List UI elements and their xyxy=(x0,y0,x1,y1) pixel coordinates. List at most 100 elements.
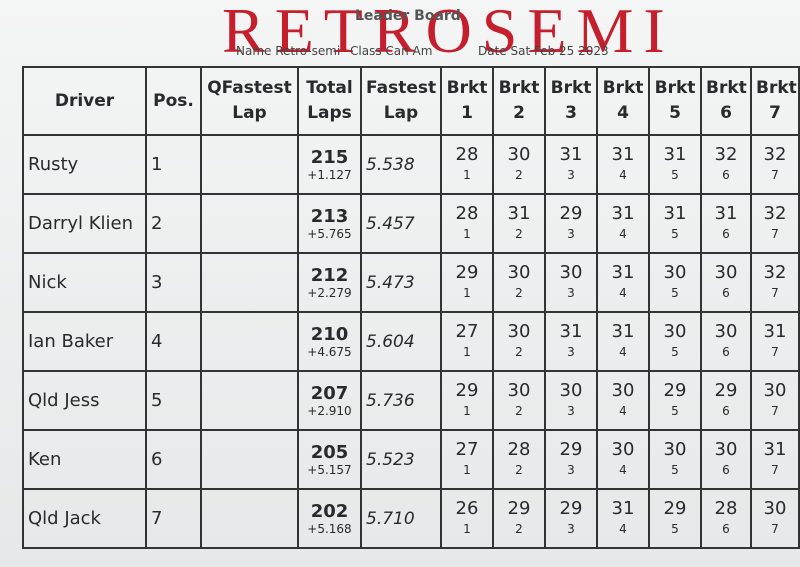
handwritten-title: RETROSEMI xyxy=(222,0,675,66)
qfastest-cell xyxy=(200,429,299,490)
driver-cell: Rusty xyxy=(22,134,147,195)
bracket-laps: 31 xyxy=(611,143,635,165)
bracket-laps: 30 xyxy=(611,379,635,401)
bracket-laps: 29 xyxy=(507,497,531,519)
total-laps-cell: 205 +5.157 xyxy=(297,429,362,490)
bracket-cell: 31 3 xyxy=(544,134,598,195)
bracket-number: 5 xyxy=(671,344,679,359)
position-cell: 3 xyxy=(145,252,202,313)
bracket-laps: 29 xyxy=(455,379,479,401)
bracket-cell: 31 5 xyxy=(648,134,702,195)
bracket-laps: 32 xyxy=(714,143,738,165)
bracket-number: 5 xyxy=(671,226,679,241)
bracket-laps: 31 xyxy=(663,143,687,165)
bracket-cell: 30 6 xyxy=(700,252,752,313)
bracket-number: 1 xyxy=(463,403,471,418)
bracket-laps: 29 xyxy=(455,261,479,283)
bracket-laps: 30 xyxy=(663,261,687,283)
bracket-number: 4 xyxy=(619,403,627,418)
bracket-number: 2 xyxy=(515,226,523,241)
gap: +5.168 xyxy=(307,522,352,536)
total-laps: 202 xyxy=(310,501,349,522)
bracket-cell: 31 2 xyxy=(492,193,546,254)
bracket-cell: 27 1 xyxy=(440,311,494,372)
bracket-laps: 29 xyxy=(559,438,583,460)
bracket-laps: 30 xyxy=(507,261,531,283)
result-row: Ian Baker 4 210 +4.675 5.604 27 1 30 2 31 3 31 4 30 5 3… xyxy=(22,311,800,372)
bracket-laps: 30 xyxy=(611,438,635,460)
column-header: Total Laps xyxy=(297,66,362,136)
bracket-cell: 31 4 xyxy=(596,134,650,195)
bracket-cell: 28 1 xyxy=(440,134,494,195)
gap: +1.127 xyxy=(307,168,352,182)
bracket-cell: 32 7 xyxy=(750,252,800,313)
bracket-cell: 31 3 xyxy=(544,311,598,372)
bracket-cell: 30 7 xyxy=(750,488,800,549)
bracket-laps: 32 xyxy=(763,202,787,224)
bracket-laps: 30 xyxy=(763,379,787,401)
bracket-number: 6 xyxy=(722,285,730,300)
result-row: Ken 6 205 +5.157 5.523 27 1 28 2 29 3 30 4 30 5 30 6 31 7 xyxy=(22,429,800,490)
bracket-laps: 30 xyxy=(714,438,738,460)
bracket-cell: 29 1 xyxy=(440,370,494,431)
bracket-laps: 29 xyxy=(663,497,687,519)
total-laps: 205 xyxy=(310,442,349,463)
position-cell: 2 xyxy=(145,193,202,254)
result-row: Darryl Klien 2 213 +5.765 5.457 28 1 31 2 29 3 31 4 3… xyxy=(22,193,800,254)
bracket-laps: 31 xyxy=(611,497,635,519)
bracket-cell: 31 7 xyxy=(750,311,800,372)
bracket-cell: 32 7 xyxy=(750,134,800,195)
bracket-laps: 31 xyxy=(611,202,635,224)
bracket-cell: 27 1 xyxy=(440,429,494,490)
bracket-cell: 31 7 xyxy=(750,429,800,490)
bracket-number: 5 xyxy=(671,521,679,536)
bracket-cell: 30 2 xyxy=(492,370,546,431)
result-row: Rusty 1 215 +1.127 5.538 28 1 30 2 31 3 31 4 31 5 32 6 32… xyxy=(22,134,800,195)
bracket-laps: 31 xyxy=(507,202,531,224)
gap: +5.157 xyxy=(307,463,352,477)
bracket-number: 6 xyxy=(722,462,730,477)
driver-cell: Ian Baker xyxy=(22,311,147,372)
bracket-cell: 31 4 xyxy=(596,193,650,254)
bracket-number: 1 xyxy=(463,344,471,359)
bracket-cell: 29 2 xyxy=(492,488,546,549)
bracket-cell: 30 4 xyxy=(596,370,650,431)
bracket-number: 4 xyxy=(619,344,627,359)
bracket-cell: 30 2 xyxy=(492,311,546,372)
bracket-number: 7 xyxy=(771,167,779,182)
bracket-cell: 30 5 xyxy=(648,311,702,372)
board-title: Leader Board xyxy=(355,8,461,24)
bracket-cell: 30 2 xyxy=(492,134,546,195)
bracket-number: 1 xyxy=(463,226,471,241)
bracket-number: 7 xyxy=(771,403,779,418)
bracket-number: 4 xyxy=(619,462,627,477)
bracket-cell: 26 1 xyxy=(440,488,494,549)
bracket-laps: 28 xyxy=(455,143,479,165)
bracket-cell: 29 3 xyxy=(544,193,598,254)
bracket-cell: 31 4 xyxy=(596,488,650,549)
bracket-laps: 30 xyxy=(507,379,531,401)
qfastest-cell xyxy=(200,134,299,195)
fastest-lap-cell: 5.604 xyxy=(360,311,442,372)
bracket-number: 2 xyxy=(515,521,523,536)
bracket-laps: 32 xyxy=(763,261,787,283)
bracket-cell: 29 5 xyxy=(648,488,702,549)
bracket-number: 2 xyxy=(515,285,523,300)
bracket-cell: 31 6 xyxy=(700,193,752,254)
column-header: Driver xyxy=(22,66,147,136)
bracket-laps: 31 xyxy=(611,261,635,283)
qfastest-cell xyxy=(200,252,299,313)
qfastest-cell xyxy=(200,370,299,431)
bracket-number: 7 xyxy=(771,462,779,477)
result-row: Qld Jess 5 207 +2.910 5.736 29 1 30 2 30 3 30 4 29 5 29… xyxy=(22,370,800,431)
bracket-laps: 28 xyxy=(714,497,738,519)
bracket-cell: 29 3 xyxy=(544,429,598,490)
column-header: Brkt 4 xyxy=(596,66,650,136)
bracket-number: 4 xyxy=(619,521,627,536)
event-name: Name Retro-semi xyxy=(236,44,341,58)
event-date: Date Sat Feb 25 2023 xyxy=(478,44,609,58)
total-laps-cell: 213 +5.765 xyxy=(297,193,362,254)
bracket-cell: 31 4 xyxy=(596,311,650,372)
fastest-lap-cell: 5.457 xyxy=(360,193,442,254)
bracket-laps: 29 xyxy=(663,379,687,401)
